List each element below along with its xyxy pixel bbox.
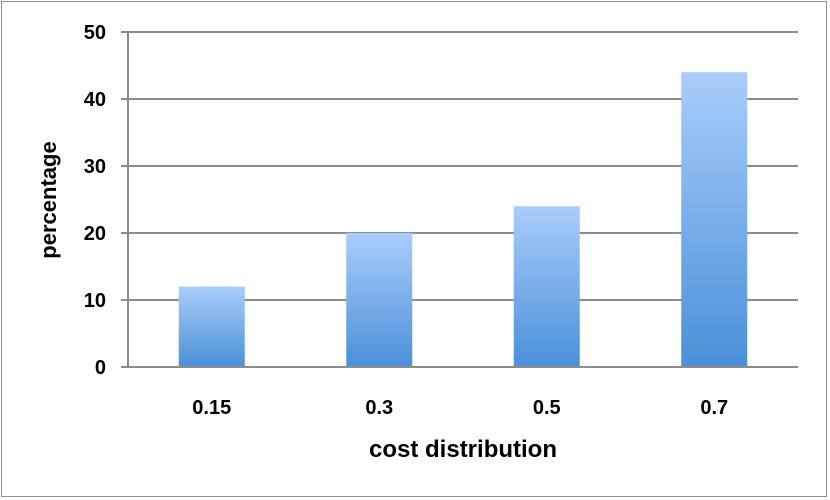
- y-tick-label: 30: [84, 156, 106, 178]
- x-tick-label: 0.3: [365, 397, 393, 419]
- x-axis-title: cost distribution: [369, 436, 557, 463]
- y-tick-label: 50: [84, 22, 106, 44]
- bar: [178, 286, 245, 367]
- y-axis-title: percentage: [36, 141, 61, 258]
- y-tick-labels: 0 10 20 30 40 50: [84, 22, 106, 379]
- y-tick-label: 10: [84, 290, 106, 312]
- x-tick-labels: 0.15 0.3 0.5 0.7: [192, 397, 728, 419]
- bar: [346, 233, 413, 367]
- y-tick-label: 0: [95, 357, 106, 379]
- x-tick-label: 0.7: [700, 397, 728, 419]
- x-tick-label: 0.5: [533, 397, 561, 419]
- bar: [513, 206, 580, 367]
- y-tick-label: 40: [84, 89, 106, 111]
- y-tick-label: 20: [84, 223, 106, 245]
- x-tick-label: 0.15: [192, 397, 231, 419]
- axes: [121, 32, 798, 368]
- bars: [178, 72, 748, 367]
- bar: [681, 72, 748, 367]
